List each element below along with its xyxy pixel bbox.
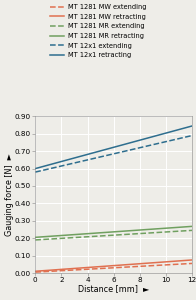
Legend: MT 1281 MW extending, MT 1281 MW retracting, MT 1281 MR extending, MT 1281 MR re: MT 1281 MW extending, MT 1281 MW retract… [50,4,146,58]
X-axis label: Distance [mm]  ►: Distance [mm] ► [78,285,149,294]
Y-axis label: Gauging force [N]  ►: Gauging force [N] ► [5,153,14,236]
